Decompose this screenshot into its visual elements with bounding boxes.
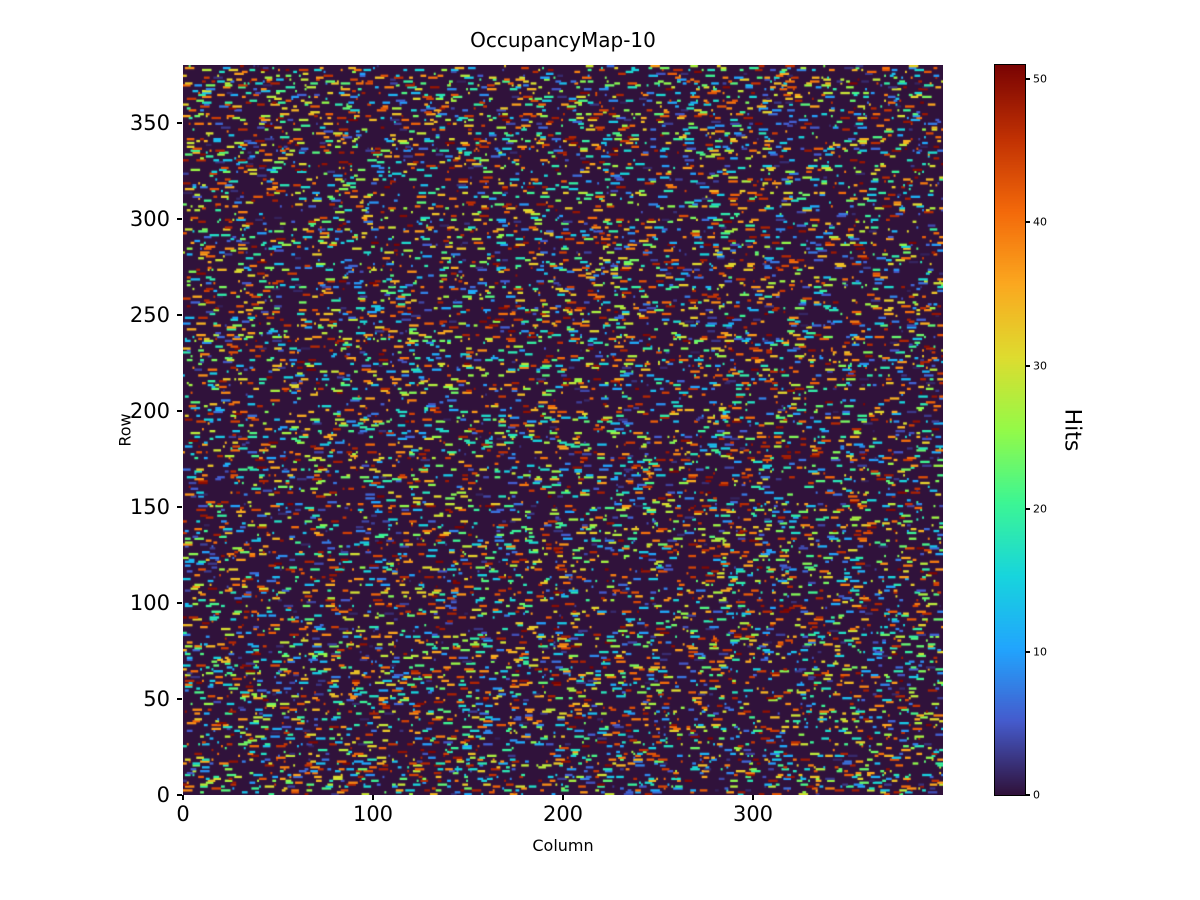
y-tick-label: 200 <box>129 398 170 423</box>
cb-tick-label: 40 <box>1033 215 1047 229</box>
x-axis-label: Column <box>532 836 594 855</box>
y-tick-label: 50 <box>143 686 170 711</box>
cb-tick-mark <box>1026 650 1030 653</box>
y-tick-mark <box>177 794 182 796</box>
y-tick-label: 250 <box>129 302 170 327</box>
cb-tick-mark <box>1026 507 1030 510</box>
y-tick-label: 350 <box>129 110 170 135</box>
cb-tick-label: 20 <box>1033 502 1047 516</box>
cb-tick-label: 50 <box>1033 72 1047 86</box>
x-tick-label: 200 <box>542 802 584 826</box>
y-tick-label: 100 <box>129 590 170 615</box>
y-tick-mark <box>177 121 182 124</box>
cb-tick-label: 30 <box>1033 359 1047 373</box>
y-tick-label: 300 <box>129 206 170 231</box>
x-tick-mark <box>562 795 564 800</box>
cb-tick-mark <box>1026 364 1030 367</box>
colorbar-canvas <box>994 64 1026 796</box>
cb-tick-label: 0 <box>1033 788 1040 802</box>
x-tick-label: 0 <box>176 802 190 826</box>
y-tick-label: 0 <box>156 783 170 807</box>
x-tick-label: 100 <box>352 802 394 826</box>
y-tick-mark <box>177 697 182 700</box>
cb-tick-label: 10 <box>1033 645 1047 659</box>
x-tick-mark <box>372 795 374 800</box>
x-tick-label: 300 <box>732 802 774 826</box>
y-tick-mark <box>177 313 182 316</box>
colorbar-label: Hits <box>1059 408 1085 452</box>
y-tick-mark <box>177 409 182 412</box>
chart-title: OccupancyMap-10 <box>470 28 656 52</box>
heatmap-canvas <box>183 65 943 795</box>
cb-tick-mark <box>1026 78 1030 81</box>
y-tick-mark <box>177 601 182 604</box>
y-tick-mark <box>177 505 182 508</box>
x-tick-mark <box>182 795 184 800</box>
x-tick-mark <box>752 795 754 800</box>
y-tick-mark <box>177 217 182 220</box>
y-tick-label: 150 <box>129 494 170 519</box>
cb-tick-mark <box>1026 221 1030 224</box>
cb-tick-mark <box>1026 794 1030 796</box>
